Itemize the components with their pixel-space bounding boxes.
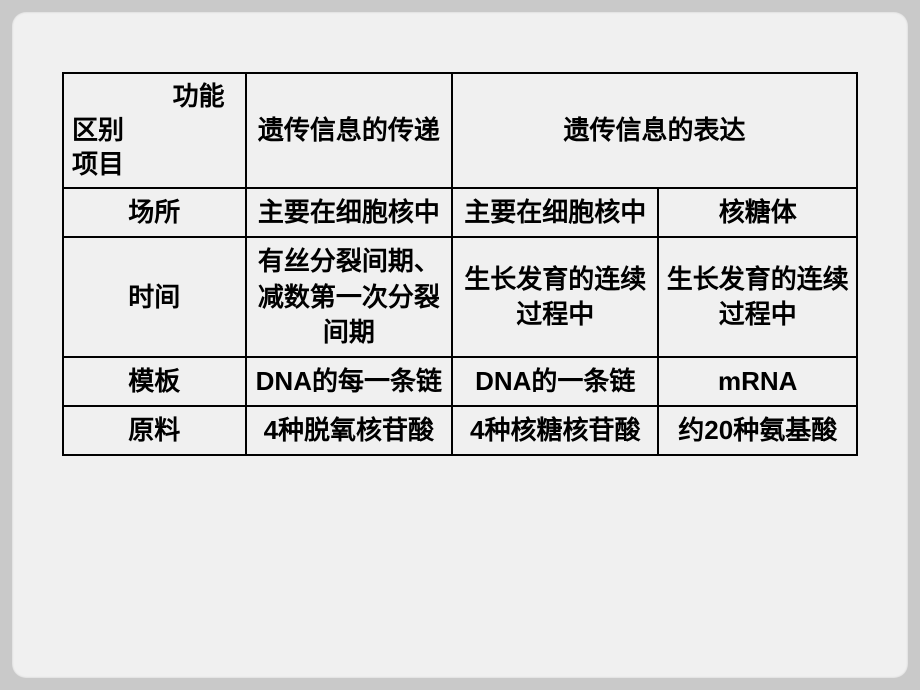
row-label: 时间: [63, 237, 246, 356]
table-row: 模板 DNA的每一条链 DNA的一条链 mRNA: [63, 357, 857, 406]
cell: 4种核糖核苷酸: [452, 406, 658, 455]
cell: 核糖体: [658, 188, 857, 237]
diag-top-label: 功能: [70, 78, 239, 114]
cell: 有丝分裂间期、减数第一次分裂间期: [246, 237, 452, 356]
table-row: 场所 主要在细胞核中 主要在细胞核中 核糖体: [63, 188, 857, 237]
table-header-row: 功能 区别 项目 遗传信息的传递 遗传信息的表达: [63, 73, 857, 188]
cell: 生长发育的连续过程中: [658, 237, 857, 356]
row-label: 原料: [63, 406, 246, 455]
header-col-transmission: 遗传信息的传递: [246, 73, 452, 188]
cell: 生长发育的连续过程中: [452, 237, 658, 356]
cell: 主要在细胞核中: [246, 188, 452, 237]
cell: 约20种氨基酸: [658, 406, 857, 455]
cell: 4种脱氧核苷酸: [246, 406, 452, 455]
row-label: 模板: [63, 357, 246, 406]
table-row: 原料 4种脱氧核苷酸 4种核糖核苷酸 约20种氨基酸: [63, 406, 857, 455]
diag-bot-label: 项目: [70, 148, 239, 184]
cell: mRNA: [658, 357, 857, 406]
slide-card: 功能 区别 项目 遗传信息的传递 遗传信息的表达 场所 主要在细胞核中 主要在细…: [12, 12, 908, 678]
table-row: 时间 有丝分裂间期、减数第一次分裂间期 生长发育的连续过程中 生长发育的连续过程…: [63, 237, 857, 356]
row-label: 场所: [63, 188, 246, 237]
header-diagonal-cell: 功能 区别 项目: [63, 73, 246, 188]
comparison-table: 功能 区别 项目 遗传信息的传递 遗传信息的表达 场所 主要在细胞核中 主要在细…: [62, 72, 858, 456]
cell: 主要在细胞核中: [452, 188, 658, 237]
diag-mid-label: 区别: [70, 114, 239, 148]
cell: DNA的每一条链: [246, 357, 452, 406]
cell: DNA的一条链: [452, 357, 658, 406]
header-col-expression: 遗传信息的表达: [452, 73, 857, 188]
